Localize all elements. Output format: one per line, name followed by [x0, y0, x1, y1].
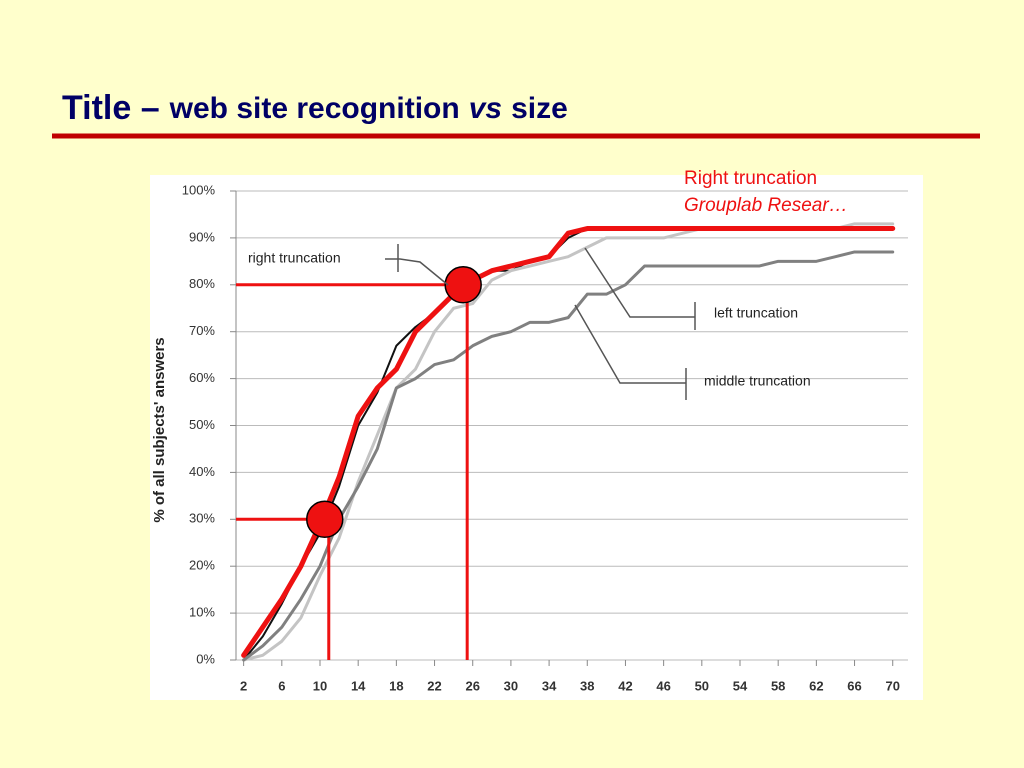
- x-tick-label: 54: [733, 678, 748, 693]
- callout-line: [584, 247, 695, 318]
- x-tick-label: 34: [542, 678, 557, 693]
- y-tick-label: 100%: [182, 182, 216, 197]
- x-tick-label: 38: [580, 678, 594, 693]
- x-tick-label: 66: [847, 678, 861, 693]
- note: Grouplab Resear…: [684, 195, 848, 216]
- y-tick-label: 90%: [189, 229, 215, 244]
- y-tick-label: 30%: [189, 511, 215, 526]
- x-tick-label: 22: [427, 678, 441, 693]
- x-tick-label: 2: [240, 678, 247, 693]
- x-tick-label: 26: [465, 678, 479, 693]
- callout-label: right truncation: [248, 250, 341, 266]
- plot: 0%10%20%30%40%50%60%70%80%90%100%2 6 10 14 1…: [182, 182, 908, 693]
- highlight-point: [444, 266, 482, 304]
- title-part: Title –: [62, 89, 160, 127]
- highlight-point: [306, 500, 344, 539]
- callout-line: [385, 258, 449, 286]
- callout-label: left truncation: [714, 305, 798, 321]
- x-tick-label: 70: [885, 678, 899, 693]
- y-tick-label: 20%: [189, 558, 215, 573]
- y-tick-label: 70%: [189, 323, 215, 338]
- x-tick-label: 50: [695, 678, 709, 693]
- x-tick-label: 10: [313, 678, 327, 693]
- y-axis-label: % of all subjects' answers: [151, 337, 168, 522]
- y-tick-label: 0%: [196, 651, 215, 666]
- x-tick-label: 46: [656, 678, 670, 693]
- title-part: size: [511, 92, 568, 125]
- x-tick-label: 18: [389, 678, 403, 693]
- note: Right truncation: [684, 168, 817, 189]
- x-tick-label: 42: [618, 678, 632, 693]
- callout-line: [574, 304, 686, 384]
- x-tick-label: 14: [351, 678, 366, 693]
- callout-label: middle truncation: [704, 373, 811, 389]
- y-tick-label: 10%: [189, 605, 215, 620]
- x-tick-label: 58: [771, 678, 785, 693]
- y-tick-label: 80%: [189, 276, 215, 291]
- x-tick-label: 6: [278, 678, 285, 693]
- series-line: [242, 250, 895, 662]
- x-tick-label: 30: [504, 678, 518, 693]
- series-line: [241, 226, 896, 658]
- x-tick-label: 62: [809, 678, 823, 693]
- y-tick-label: 50%: [189, 417, 215, 432]
- title-part: web site recognition: [169, 92, 460, 125]
- y-tick-label: 60%: [189, 370, 215, 385]
- callout-lines: [385, 244, 696, 400]
- title-part: vs: [469, 92, 502, 125]
- y-tick-label: 40%: [189, 464, 215, 479]
- slide-title: Title – web site recognition vs size: [62, 89, 568, 127]
